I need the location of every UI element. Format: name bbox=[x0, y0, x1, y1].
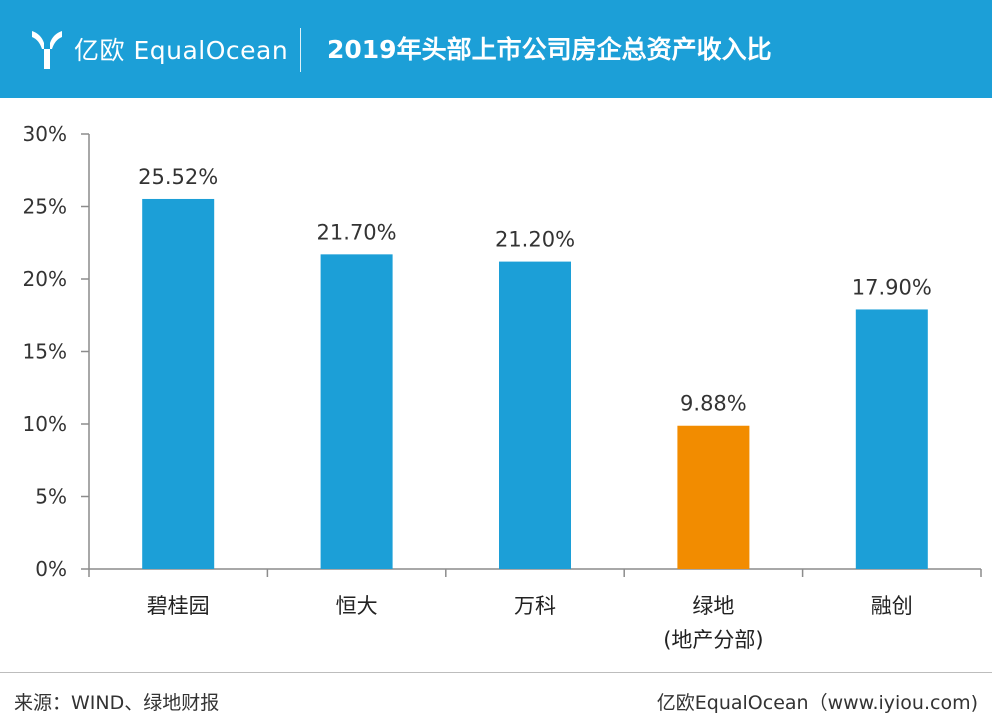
y-tick-label: 20% bbox=[23, 267, 67, 291]
y-tick-label: 15% bbox=[23, 340, 67, 364]
data-label: 17.90% bbox=[852, 275, 932, 299]
y-tick-label: 10% bbox=[23, 412, 67, 436]
bar bbox=[677, 425, 750, 569]
bar-chart: 0% 5% 10% 15% 20% 25% 30% 25.52% 碧桂园 21.70% 恒大 21.2… bbox=[23, 122, 982, 652]
brand-name: 亿欧 EqualOcean bbox=[74, 31, 288, 67]
bar bbox=[499, 261, 571, 569]
source-note: 来源：WIND、绿地财报 bbox=[14, 692, 220, 714]
y-tick-label: 0% bbox=[35, 557, 67, 581]
data-label: 21.70% bbox=[317, 220, 397, 244]
data-label: 21.20% bbox=[495, 228, 575, 252]
brand-name-cn: 亿欧 bbox=[74, 36, 126, 65]
category-label: 万科 bbox=[514, 594, 556, 618]
category-label: 绿地 bbox=[692, 594, 734, 618]
y-tick-label: 30% bbox=[23, 122, 67, 146]
bar bbox=[142, 198, 215, 569]
category-label: 融创 bbox=[871, 594, 913, 618]
bar bbox=[855, 309, 928, 569]
header-banner: 亿欧 EqualOcean 2019年头部上市公司房企总资产收入比 bbox=[0, 0, 992, 98]
header-divider bbox=[300, 28, 301, 72]
bar bbox=[320, 254, 393, 569]
category-label: 恒大 bbox=[336, 594, 378, 618]
page-title: 2019年头部上市公司房企总资产收入比 bbox=[327, 35, 772, 64]
equalocean-logo-icon bbox=[32, 31, 62, 69]
credit-note: 亿欧EqualOcean（www.iyiou.com) bbox=[656, 692, 978, 714]
brand-logo: 亿欧 EqualOcean bbox=[30, 26, 288, 72]
footer-divider bbox=[0, 672, 992, 673]
brand-name-en: EqualOcean bbox=[133, 36, 289, 65]
category-label: (地产分部) bbox=[663, 628, 763, 652]
category-label: 碧桂园 bbox=[147, 594, 210, 618]
data-label: 9.88% bbox=[680, 392, 747, 416]
y-tick-label: 5% bbox=[35, 485, 67, 509]
data-label: 25.52% bbox=[138, 165, 218, 189]
y-tick-label: 25% bbox=[23, 195, 67, 219]
